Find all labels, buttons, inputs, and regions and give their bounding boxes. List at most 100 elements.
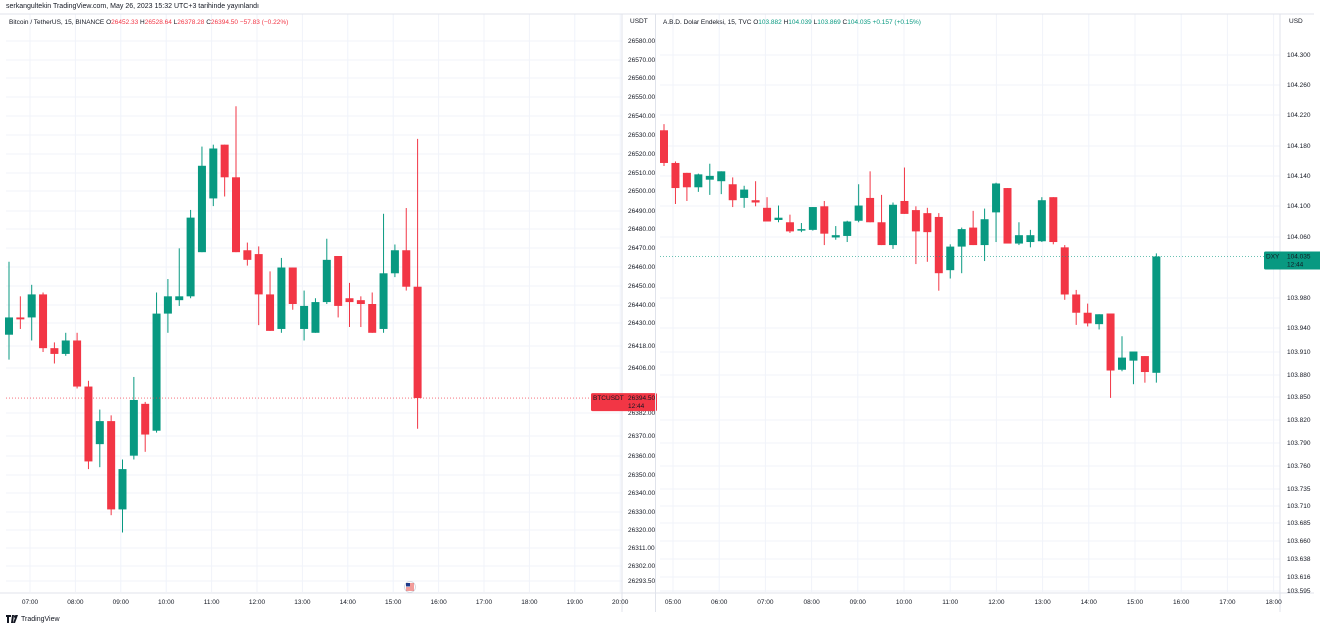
price-tick-label: 103.850 <box>1287 394 1311 401</box>
candle-body <box>300 305 309 329</box>
time-tick-label: 05:00 <box>665 599 682 606</box>
price-tick-label: 26540.00 <box>628 113 655 120</box>
candle-body <box>923 213 932 233</box>
candle-body <box>209 148 218 199</box>
price-tick-label: 103.660 <box>1287 538 1311 545</box>
time-tick-label: 09:00 <box>113 599 130 606</box>
candle-body <box>141 403 150 435</box>
legend-part: 103.869 <box>817 19 842 26</box>
candle-body <box>889 204 897 246</box>
legend-line: A.B.D. Dolar Endeksi, 15, TVC O103.882 H… <box>663 19 921 26</box>
price-tick-label: 26460.00 <box>628 264 655 271</box>
candle-body <box>288 267 297 305</box>
price-tick-label: 103.685 <box>1287 520 1311 527</box>
candle-body <box>1140 356 1149 373</box>
price-tick-label: 26293.50 <box>628 578 655 585</box>
tradingview-logo-icon <box>6 615 18 623</box>
candle-body <box>1106 313 1115 371</box>
time-tick-label: 18:00 <box>1265 599 1282 606</box>
time-tick-label: 17:00 <box>1219 599 1236 606</box>
candle-body <box>740 189 749 198</box>
candle-body <box>785 222 794 232</box>
time-tick-label: 12:00 <box>988 599 1005 606</box>
candle-body <box>220 144 229 178</box>
candle-body <box>118 469 127 510</box>
candle-body <box>728 184 737 201</box>
time-tick-label: 08:00 <box>67 599 84 606</box>
time-tick-label: 11:00 <box>204 599 220 606</box>
price-tick-label: 26450.00 <box>628 283 655 290</box>
btc-chart[interactable]: USDT 26580.00 26570.00 26560.00 26550.00 2654… <box>0 0 657 612</box>
price-tick-label: 103.980 <box>1287 295 1311 302</box>
candle-body <box>243 250 252 260</box>
candle-body <box>1129 351 1138 361</box>
price-tick-label: 26340.00 <box>628 490 655 497</box>
candle-body <box>694 174 703 188</box>
price-tick-label: 26490.00 <box>628 208 655 215</box>
candle-body <box>163 296 172 314</box>
time-tick-label: 13:00 <box>1034 599 1051 606</box>
legend-part: L <box>174 19 178 26</box>
time-tick-label: 16:00 <box>1173 599 1190 606</box>
candle-body <box>402 250 411 287</box>
candle-body <box>322 259 331 303</box>
legend-part: 26528.64 <box>145 19 174 26</box>
price-tick-label: 26370.00 <box>628 433 655 440</box>
candle-body <box>1083 312 1092 324</box>
time-tick-label: 14:00 <box>1081 599 1098 606</box>
legend-part: O <box>106 19 111 26</box>
candle-body <box>820 206 829 234</box>
candle-body <box>39 294 48 349</box>
price-tick-label: 26480.00 <box>628 226 655 233</box>
candle-body <box>1152 256 1161 373</box>
price-tick-label: 103.710 <box>1287 503 1311 510</box>
candle-body <box>843 221 852 236</box>
candle-body <box>84 386 93 462</box>
candle-body <box>1118 357 1126 370</box>
candle-body <box>1003 188 1012 244</box>
price-tick-label: 26520.00 <box>628 151 655 158</box>
candle-body <box>717 171 726 182</box>
candle-body <box>175 296 184 301</box>
candle-body <box>946 246 955 271</box>
legend-part: Bitcoin / TetherUS, 15, BINANCE <box>9 19 106 26</box>
time-tick-label: 14:00 <box>340 599 357 606</box>
legend-part: H <box>140 19 145 26</box>
candle-body <box>934 216 943 274</box>
price-tick-label: 26500.00 <box>628 188 655 195</box>
legend-line: Bitcoin / TetherUS, 15, BINANCE O26452.3… <box>9 19 288 26</box>
candle-body <box>5 317 13 335</box>
time-tick-label: 09:00 <box>850 599 867 606</box>
price-tick-label: 26350.00 <box>628 472 655 479</box>
candle-body <box>254 254 263 295</box>
last-price-symbol: BTCUSDT <box>593 395 624 402</box>
price-tick-label: 26560.00 <box>628 75 655 82</box>
legend-part: 103.882 <box>758 19 783 26</box>
legend-part: C <box>843 19 848 26</box>
chart-divider <box>655 14 656 612</box>
price-axis-unit: USDT <box>630 18 648 25</box>
legend-part: +0.157 (+0.15%) <box>873 19 921 26</box>
price-tick-label: 26360.00 <box>628 453 655 460</box>
last-price-value: 26394.50 <box>628 395 655 402</box>
footer[interactable]: TradingView <box>6 612 60 626</box>
candle-body <box>16 317 25 320</box>
candle-body <box>866 197 875 223</box>
time-tick-label: 15:00 <box>1127 599 1144 606</box>
price-tick-label: 103.940 <box>1287 325 1311 332</box>
time-tick-label: 11:00 <box>942 599 958 606</box>
dxy-chart[interactable]: USD 104.300 104.260 104.220 104.180 104.140 10… <box>0 0 1320 612</box>
candle-body <box>1037 200 1046 242</box>
price-tick-label: 103.760 <box>1287 463 1311 470</box>
candle-body <box>356 300 365 305</box>
price-tick-label: 26550.00 <box>628 94 655 101</box>
candle-body <box>751 200 760 203</box>
legend-part: 104.039 <box>788 19 813 26</box>
price-tick-label: 26530.00 <box>628 132 655 139</box>
candle-body <box>379 273 388 329</box>
publish-header: serkangultekin TradingView.com, May 26, … <box>6 3 259 10</box>
candle-body <box>345 298 354 303</box>
candle-body <box>197 165 206 253</box>
candle-body <box>831 235 840 238</box>
price-tick-label: 103.790 <box>1287 440 1311 447</box>
